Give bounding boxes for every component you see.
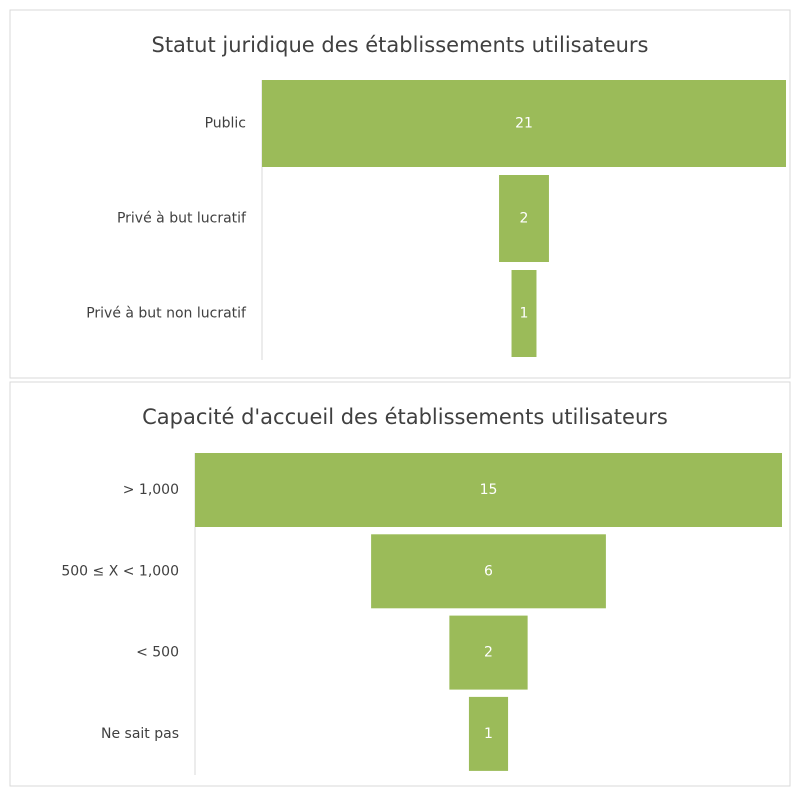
value-label: 1 [520,306,529,322]
chart-title: Statut juridique des établissements util… [151,33,648,57]
value-label: 2 [484,645,493,661]
category-label: > 1,000 [123,482,179,498]
chart-frame [9,9,791,379]
bar [262,80,786,167]
value-label: 15 [480,482,498,498]
value-label: 21 [515,116,533,132]
category-label: Ne sait pas [101,726,179,742]
category-label: Privé à but non lucratif [86,306,247,322]
bar [468,696,509,771]
bar [511,270,537,357]
bar [499,175,549,262]
category-label: Public [205,116,246,132]
value-label: 1 [484,726,493,742]
value-label: 6 [484,563,493,579]
value-label: 2 [520,211,529,227]
bar [449,615,528,690]
category-label: Privé à but lucratif [117,211,247,227]
chart-title: Capacité d'accueil des établissements ut… [142,405,668,429]
category-label: 500 ≤ X < 1,000 [61,563,179,579]
category-label: < 500 [136,645,179,661]
bar [195,453,782,527]
bar [371,534,606,609]
